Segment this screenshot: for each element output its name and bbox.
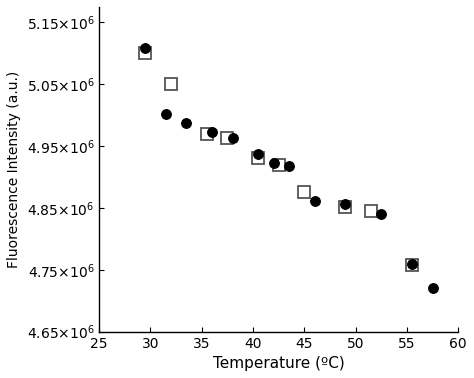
Y-axis label: Fluorescence Intensity (a.u.): Fluorescence Intensity (a.u.) (7, 71, 21, 268)
X-axis label: Temperature (ºC): Temperature (ºC) (213, 356, 345, 371)
